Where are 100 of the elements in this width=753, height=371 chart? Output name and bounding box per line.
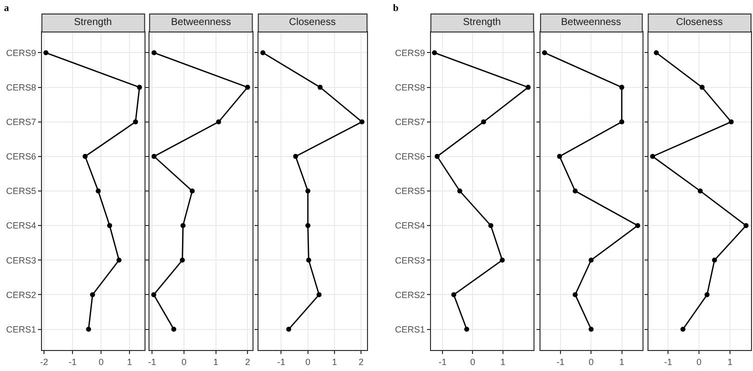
y-tick-label: CERS2: [6, 290, 36, 300]
point: [712, 258, 717, 263]
point: [43, 50, 48, 56]
point: [180, 258, 185, 263]
x-tick-label: -2: [40, 356, 48, 367]
point: [588, 258, 594, 263]
point: [96, 188, 101, 194]
point: [680, 326, 686, 332]
point: [359, 119, 364, 124]
point: [700, 84, 705, 90]
y-tick-label: CERS6: [6, 152, 36, 162]
text: b: [393, 3, 399, 14]
point: [557, 154, 562, 159]
point: [500, 258, 505, 263]
point: [305, 223, 310, 228]
y-tick-label: CERS7: [6, 117, 36, 128]
text: a: [4, 3, 9, 14]
point: [704, 292, 710, 298]
point: [151, 292, 156, 298]
point: [457, 188, 462, 194]
x-tick-label: 1: [127, 356, 132, 367]
point: [86, 326, 92, 332]
point: [619, 84, 624, 90]
x-tick-label: 0: [696, 356, 702, 367]
y-tick-label: CERS9: [395, 48, 426, 58]
point: [650, 154, 656, 159]
x-tick-label: -1: [664, 356, 672, 367]
point: [116, 258, 122, 263]
point: [306, 258, 312, 263]
y-tick-label: CERS8: [395, 82, 426, 92]
x-tick-label: 1: [619, 356, 624, 367]
x-tick-label: 0: [470, 356, 476, 367]
y-tick-label: CERS4: [6, 220, 36, 231]
point: [171, 326, 176, 332]
x-tick-label: 0: [181, 356, 186, 367]
point: [245, 84, 250, 90]
point: [318, 84, 323, 90]
point: [434, 154, 440, 159]
chart-title: Strength: [463, 17, 501, 28]
point: [136, 84, 142, 90]
y-tick-label: CERS9: [6, 48, 36, 58]
y-tick-label: CERS1: [395, 324, 426, 334]
point: [260, 50, 266, 56]
point: [451, 292, 456, 298]
point: [635, 223, 640, 228]
x-tick-label: 1: [500, 356, 506, 367]
point: [286, 326, 292, 332]
point: [588, 326, 594, 332]
chart-title: Betweenness: [561, 17, 622, 28]
point: [481, 119, 486, 124]
x-tick-label: 0: [305, 356, 310, 367]
chart-title: Strength: [74, 17, 112, 28]
y-tick-label: CERS8: [6, 82, 36, 92]
y-tick-label: CERS5: [6, 186, 36, 196]
x-tick-label: 1: [213, 356, 218, 367]
y-tick-label: CERS1: [6, 324, 36, 334]
x-tick-label: 1: [727, 356, 732, 367]
chart-title: Betweenness: [171, 17, 232, 28]
point: [728, 119, 734, 124]
point: [526, 84, 531, 90]
y-tick-label: CERS7: [395, 117, 426, 128]
point: [619, 119, 624, 124]
point: [432, 50, 437, 56]
point: [744, 223, 749, 228]
point: [464, 326, 470, 332]
x-tick-label: -1: [148, 356, 156, 367]
point: [698, 188, 703, 194]
point: [82, 154, 88, 159]
point: [488, 223, 494, 228]
x-tick-label: 2: [245, 356, 250, 367]
point: [305, 188, 310, 194]
x-tick-label: 0: [98, 356, 104, 367]
point: [90, 292, 96, 298]
point: [654, 50, 659, 56]
x-tick-label: 1: [332, 356, 338, 367]
point: [316, 292, 322, 298]
point: [572, 292, 578, 298]
point: [293, 154, 298, 159]
x-tick-label: -1: [68, 356, 77, 367]
y-tick-label: CERS3: [6, 255, 36, 266]
point: [152, 50, 157, 56]
y-tick-label: CERS2: [395, 290, 426, 300]
point: [216, 119, 222, 124]
y-tick-label: CERS5: [395, 186, 426, 196]
point: [542, 50, 548, 56]
y-tick-label: CERS3: [395, 255, 426, 266]
point: [133, 119, 138, 124]
x-tick-label: -1: [277, 356, 286, 367]
chart-title: Closeness: [676, 17, 723, 28]
point: [572, 188, 578, 194]
x-tick-label: 0: [588, 356, 594, 367]
chart-title: Closeness: [289, 17, 336, 28]
x-tick-label: -1: [556, 356, 564, 367]
y-tick-label: CERS4: [395, 220, 426, 231]
point: [180, 223, 186, 228]
x-tick-label: 2: [358, 356, 364, 367]
point: [107, 223, 112, 228]
point: [190, 188, 195, 194]
y-tick-label: CERS6: [395, 152, 426, 162]
x-tick-label: -1: [438, 356, 447, 367]
